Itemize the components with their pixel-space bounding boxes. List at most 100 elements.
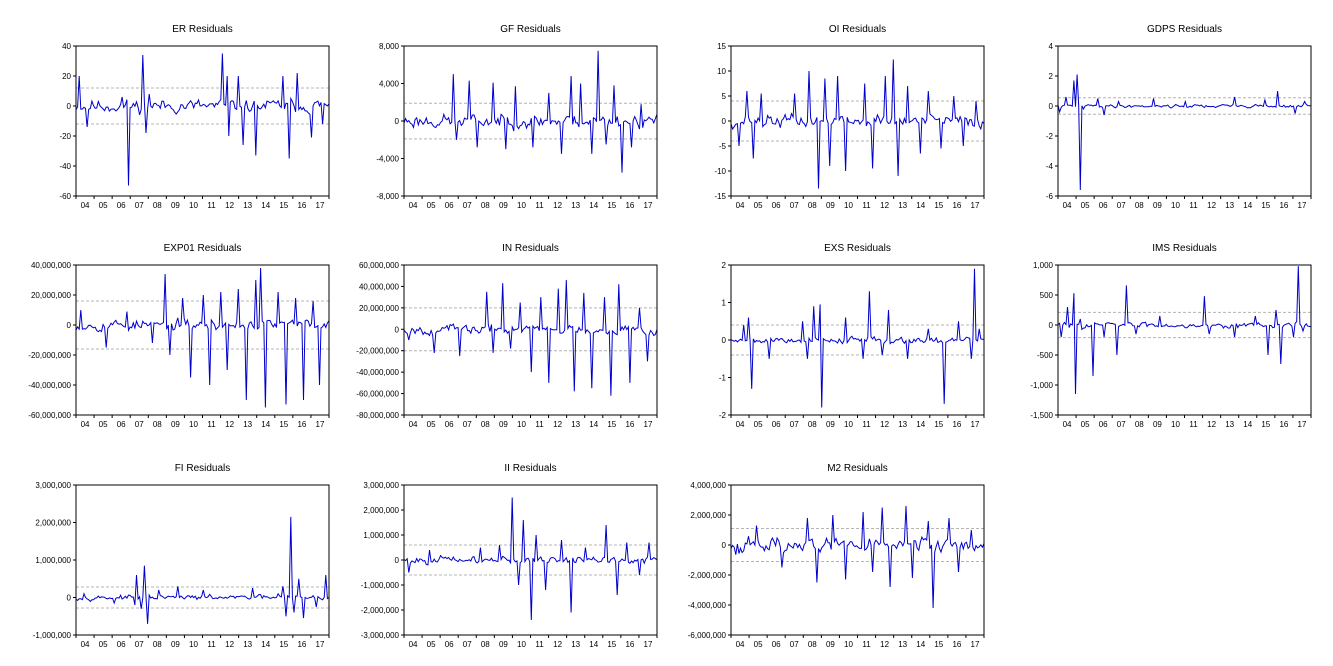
x-tick-label: 11 bbox=[207, 420, 216, 429]
x-tick-label: 09 bbox=[1153, 201, 1162, 210]
y-tick-label: 0 bbox=[67, 102, 72, 111]
residual-panel: GF Residuals 8,000 4,000 0 -4,000 -8,000 04 05 0… bbox=[376, 24, 658, 210]
x-tick-label: 07 bbox=[790, 201, 799, 210]
panel-title: FI Residuals bbox=[175, 463, 231, 474]
x-tick-label: 05 bbox=[427, 201, 436, 210]
x-tick-label: 11 bbox=[862, 640, 871, 649]
x-tick-label: 07 bbox=[790, 640, 799, 649]
x-tick-label: 11 bbox=[207, 640, 216, 649]
y-tick-label: -6 bbox=[1046, 192, 1054, 201]
y-tick-label: -4,000 bbox=[376, 155, 399, 164]
x-tick-label: 08 bbox=[1135, 420, 1144, 429]
y-tick-label: -1,500 bbox=[1030, 411, 1053, 420]
y-tick-label: 2,000,000 bbox=[363, 506, 399, 515]
x-tick-label: 09 bbox=[499, 640, 508, 649]
y-tick-label: -40,000,000 bbox=[356, 368, 399, 377]
x-tick-label: 15 bbox=[279, 201, 288, 210]
x-tick-label: 16 bbox=[625, 640, 634, 649]
y-tick-label: -10 bbox=[714, 167, 726, 176]
x-tick-label: 11 bbox=[1189, 201, 1198, 210]
y-tick-label: -8,000 bbox=[376, 192, 399, 201]
x-tick-label: 16 bbox=[297, 201, 306, 210]
x-tick-label: 10 bbox=[1171, 201, 1180, 210]
y-tick-label: 3,000,000 bbox=[35, 481, 71, 490]
x-tick-label: 05 bbox=[99, 640, 108, 649]
x-tick-label: 16 bbox=[297, 640, 306, 649]
x-tick-label: 07 bbox=[790, 420, 799, 429]
residual-panel: FI Residuals 3,000,000 2,000,000 1,000,000 0… bbox=[33, 463, 330, 649]
x-tick-label: 14 bbox=[261, 640, 270, 649]
panel-title: IMS Residuals bbox=[1152, 243, 1216, 254]
y-tick-label: 500 bbox=[1040, 291, 1054, 300]
x-tick-label: 17 bbox=[316, 640, 325, 649]
residual-panel: M2 Residuals 4,000,000 2,000,000 0 -2,000,00… bbox=[688, 463, 985, 649]
x-tick-label: 11 bbox=[535, 420, 544, 429]
residual-series-line bbox=[75, 267, 330, 408]
panel-title: EXS Residuals bbox=[824, 243, 891, 254]
x-tick-label: 08 bbox=[481, 201, 490, 210]
y-tick-label: 10 bbox=[717, 67, 726, 76]
panel-title: OI Residuals bbox=[829, 24, 886, 35]
y-tick-label: 2,000,000 bbox=[690, 511, 726, 520]
x-tick-label: 14 bbox=[261, 420, 270, 429]
y-tick-label: 0 bbox=[722, 336, 727, 345]
y-tick-label: 4,000 bbox=[379, 80, 400, 89]
panel-title: IN Residuals bbox=[502, 243, 559, 254]
y-tick-label: -1 bbox=[719, 374, 727, 383]
x-tick-label: 06 bbox=[445, 201, 454, 210]
y-tick-label: -5 bbox=[719, 142, 727, 151]
y-tick-label: 40 bbox=[62, 42, 71, 51]
x-tick-label: 07 bbox=[135, 420, 144, 429]
x-tick-label: 12 bbox=[553, 201, 562, 210]
y-tick-label: 1,000,000 bbox=[363, 531, 399, 540]
x-tick-label: 13 bbox=[1225, 201, 1234, 210]
y-tick-label: 4,000,000 bbox=[690, 481, 726, 490]
y-tick-label: 0 bbox=[395, 325, 400, 334]
y-tick-label: -80,000,000 bbox=[356, 411, 399, 420]
x-tick-label: 12 bbox=[225, 201, 234, 210]
y-tick-label: 20,000,000 bbox=[359, 304, 400, 313]
plot-frame bbox=[403, 484, 658, 636]
x-tick-label: 14 bbox=[261, 201, 270, 210]
x-tick-label: 04 bbox=[81, 420, 90, 429]
residual-panel: ER Residuals 40 20 0 -20 -40 -60 04 05 06 07 08 09 10… bbox=[59, 24, 330, 210]
x-tick-label: 13 bbox=[1225, 420, 1234, 429]
x-tick-label: 07 bbox=[463, 201, 472, 210]
panel-title: GF Residuals bbox=[500, 24, 561, 35]
x-tick-label: 12 bbox=[1207, 420, 1216, 429]
residual-panel: GDPS Residuals 4 2 0 -2 -4 -6 04 05 06 07 08 09 10 11 1… bbox=[1046, 24, 1312, 210]
y-tick-label: 0 bbox=[395, 556, 400, 565]
x-tick-label: 05 bbox=[99, 201, 108, 210]
x-tick-label: 13 bbox=[571, 420, 580, 429]
x-tick-label: 06 bbox=[1099, 420, 1108, 429]
y-tick-label: -1,000 bbox=[1030, 381, 1053, 390]
x-tick-label: 06 bbox=[117, 201, 126, 210]
y-tick-label: -2,000,000 bbox=[361, 606, 400, 615]
y-tick-label: -60 bbox=[59, 192, 71, 201]
residual-series-line bbox=[730, 59, 985, 189]
y-tick-label: 40,000,000 bbox=[359, 282, 400, 291]
x-tick-label: 16 bbox=[952, 420, 961, 429]
x-tick-label: 14 bbox=[589, 640, 598, 649]
x-tick-label: 13 bbox=[898, 640, 907, 649]
x-tick-label: 05 bbox=[1081, 201, 1090, 210]
x-tick-label: 17 bbox=[316, 201, 325, 210]
x-tick-label: 06 bbox=[1099, 201, 1108, 210]
y-tick-label: 0 bbox=[722, 117, 727, 126]
x-tick-label: 05 bbox=[754, 201, 763, 210]
x-tick-label: 07 bbox=[1117, 420, 1126, 429]
x-tick-label: 05 bbox=[754, 420, 763, 429]
x-tick-label: 12 bbox=[225, 640, 234, 649]
x-tick-label: 13 bbox=[571, 640, 580, 649]
x-tick-label: 17 bbox=[971, 640, 980, 649]
x-tick-label: 11 bbox=[535, 640, 544, 649]
x-tick-label: 05 bbox=[427, 640, 436, 649]
x-tick-label: 10 bbox=[517, 201, 526, 210]
residual-series-line bbox=[1057, 266, 1312, 395]
x-tick-label: 16 bbox=[952, 640, 961, 649]
x-tick-label: 13 bbox=[898, 201, 907, 210]
x-tick-label: 17 bbox=[644, 420, 653, 429]
y-tick-label: 20,000,000 bbox=[31, 291, 72, 300]
x-tick-label: 12 bbox=[553, 420, 562, 429]
